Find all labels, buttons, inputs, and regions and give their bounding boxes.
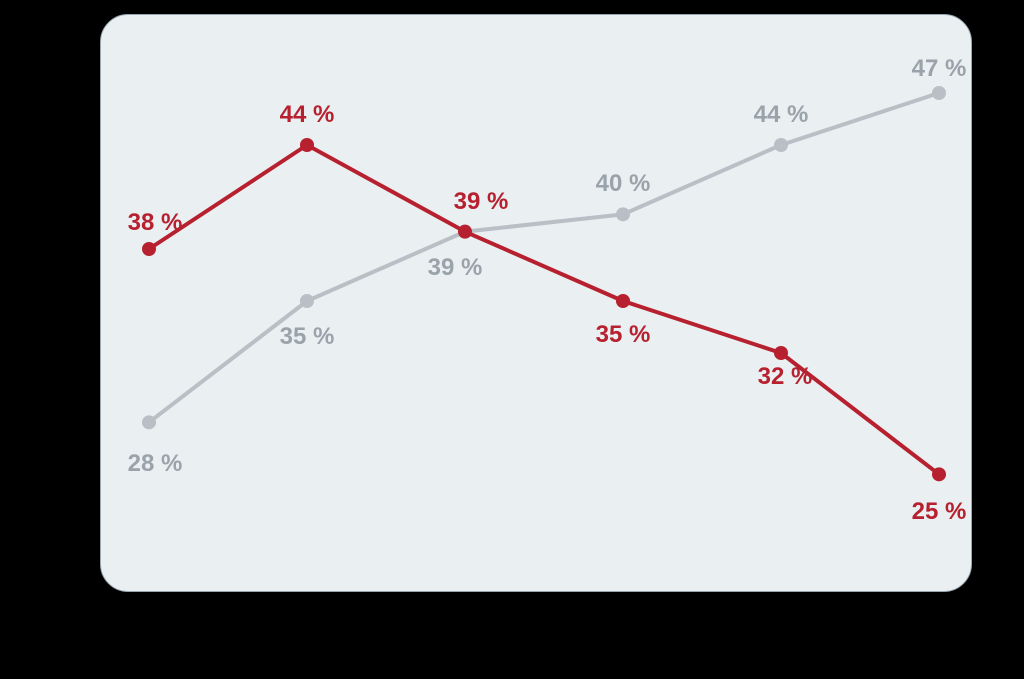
data-label: 35 %	[596, 321, 651, 349]
data-label: 40 %	[596, 170, 651, 198]
series-marker	[458, 225, 472, 239]
series-marker	[300, 138, 314, 152]
series-marker	[774, 138, 788, 152]
data-label: 25 %	[912, 498, 967, 526]
series-marker	[616, 207, 630, 221]
data-label: 39 %	[454, 188, 509, 216]
chart-panel: 28 % 35 % 39 % 40 % 44 % 47 % 38 % 44 % 39 % 35 %…	[100, 14, 972, 592]
series-marker	[616, 294, 630, 308]
data-label: 47 %	[912, 55, 967, 83]
series-marker	[932, 467, 946, 481]
series-marker	[142, 242, 156, 256]
data-label: 38 %	[128, 209, 183, 237]
series-marker	[932, 86, 946, 100]
series-marker	[300, 294, 314, 308]
data-label: 35 %	[280, 323, 335, 351]
line-chart	[1, 1, 1024, 679]
series-line-series-b	[149, 145, 939, 474]
data-label: 44 %	[754, 101, 809, 129]
data-label: 28 %	[128, 450, 183, 478]
series-marker	[142, 415, 156, 429]
series-line-series-a	[149, 93, 939, 422]
data-label: 32 %	[758, 363, 813, 391]
series-marker	[774, 346, 788, 360]
data-label: 44 %	[280, 101, 335, 129]
data-label: 39 %	[428, 254, 483, 282]
